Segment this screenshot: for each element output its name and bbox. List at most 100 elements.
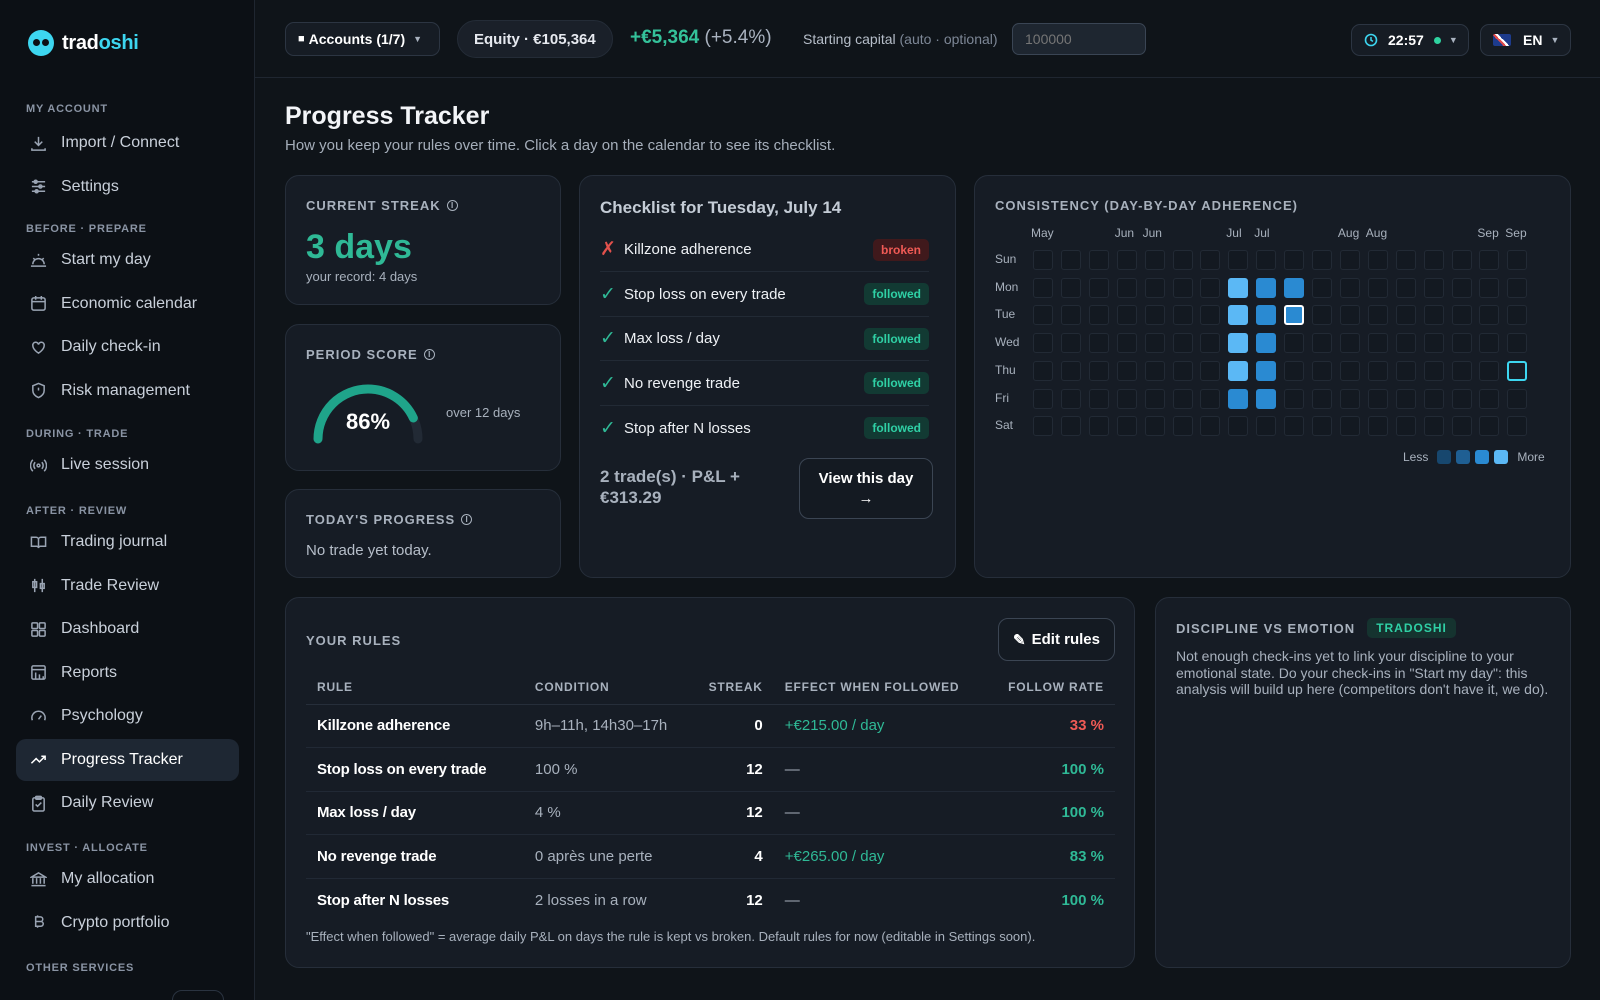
- heatmap-day-cell[interactable]: [1088, 250, 1109, 270]
- heatmap-day-cell[interactable]: [1423, 388, 1444, 409]
- heatmap-day-cell[interactable]: [1479, 416, 1500, 437]
- sidebar-item-live-session[interactable]: Live session: [16, 444, 239, 486]
- sidebar-item-import-connect[interactable]: Import / Connect: [16, 122, 239, 164]
- heatmap-day-cell[interactable]: [1479, 388, 1500, 409]
- heatmap-day-cell[interactable]: [1088, 333, 1109, 354]
- sidebar-item-daily-check-in[interactable]: Daily check-in: [16, 326, 239, 368]
- heatmap-day-cell[interactable]: [1256, 277, 1277, 298]
- heatmap-day-cell[interactable]: [1060, 250, 1081, 270]
- heatmap-day-cell[interactable]: [1144, 277, 1165, 298]
- heatmap-day-cell[interactable]: [1172, 388, 1193, 409]
- heatmap-day-cell[interactable]: [1339, 360, 1360, 381]
- heatmap-day-cell[interactable]: [1172, 360, 1193, 381]
- heatmap-day-cell[interactable]: [1451, 250, 1472, 270]
- heatmap-day-cell[interactable]: [1228, 360, 1249, 381]
- info-icon[interactable]: i: [461, 514, 473, 525]
- sidebar-item-risk-management[interactable]: Risk management: [16, 370, 239, 412]
- heatmap-day-cell[interactable]: [1060, 305, 1081, 326]
- heatmap-day-cell[interactable]: [1312, 277, 1332, 298]
- heatmap-day-cell[interactable]: [1479, 360, 1500, 381]
- heatmap-day-cell[interactable]: [1367, 277, 1388, 298]
- sidebar-item-trading-journal[interactable]: Trading journal: [16, 521, 239, 563]
- heatmap-day-cell[interactable]: [1312, 305, 1332, 326]
- heatmap-day-cell[interactable]: [1367, 416, 1388, 437]
- heatmap-day-cell[interactable]: [1033, 250, 1053, 270]
- heatmap-day-cell[interactable]: [1200, 333, 1221, 354]
- heatmap-day-cell[interactable]: [1479, 333, 1500, 354]
- heatmap-day-cell[interactable]: [1200, 277, 1221, 298]
- heatmap-day-cell[interactable]: [1312, 333, 1332, 354]
- heatmap-day-cell[interactable]: [1200, 416, 1221, 437]
- heatmap-day-cell[interactable]: [1507, 250, 1528, 270]
- heatmap-day-cell[interactable]: [1256, 360, 1277, 381]
- heatmap-day-cell[interactable]: [1507, 277, 1528, 298]
- sidebar-item-dashboard[interactable]: Dashboard: [16, 608, 239, 650]
- heatmap-day-cell[interactable]: [1256, 388, 1277, 409]
- heatmap-day-cell[interactable]: [1088, 388, 1109, 409]
- heatmap-day-cell[interactable]: [1200, 360, 1221, 381]
- heatmap-day-cell[interactable]: [1284, 333, 1305, 354]
- heatmap-day-cell[interactable]: [1395, 277, 1416, 298]
- heatmap-day-cell[interactable]: [1395, 250, 1416, 270]
- heatmap-day-cell[interactable]: [1284, 277, 1305, 298]
- heatmap-day-cell[interactable]: [1033, 360, 1053, 381]
- sidebar-item-economic-calendar[interactable]: Economic calendar: [16, 283, 239, 325]
- sidebar-item-settings[interactable]: Settings: [16, 166, 239, 208]
- heatmap-day-cell[interactable]: [1060, 388, 1081, 409]
- heatmap-day-cell[interactable]: [1367, 388, 1388, 409]
- heatmap-day-cell[interactable]: [1116, 277, 1137, 298]
- language-dropdown[interactable]: EN ▼: [1480, 24, 1571, 56]
- heatmap-day-cell[interactable]: [1116, 360, 1137, 381]
- table-row[interactable]: Stop loss on every trade 100 % 12—100 %: [306, 747, 1115, 792]
- heatmap-day-cell[interactable]: [1088, 277, 1109, 298]
- heatmap-day-cell[interactable]: [1395, 360, 1416, 381]
- app-logo[interactable]: tradoshi: [28, 30, 139, 56]
- heatmap-day-cell[interactable]: [1144, 250, 1165, 270]
- heatmap-day-cell[interactable]: [1060, 416, 1081, 437]
- heatmap-day-cell[interactable]: [1395, 305, 1416, 326]
- heatmap-day-cell[interactable]: [1228, 250, 1249, 270]
- heatmap-day-cell[interactable]: [1395, 388, 1416, 409]
- heatmap-day-cell[interactable]: [1451, 305, 1472, 326]
- sidebar-item-start-my-day[interactable]: Start my day: [16, 239, 239, 281]
- heatmap-day-cell[interactable]: [1312, 250, 1332, 270]
- view-this-day-button[interactable]: View this day →: [799, 458, 933, 519]
- heatmap-day-cell[interactable]: [1144, 305, 1165, 326]
- heatmap-day-cell[interactable]: [1451, 360, 1472, 381]
- heatmap-day-cell[interactable]: [1312, 388, 1332, 409]
- heatmap-day-cell[interactable]: [1423, 305, 1444, 326]
- heatmap-day-cell[interactable]: [1507, 360, 1528, 381]
- heatmap-day-cell[interactable]: [1339, 277, 1360, 298]
- heatmap-day-cell[interactable]: [1228, 333, 1249, 354]
- heatmap-day-cell[interactable]: [1116, 388, 1137, 409]
- heatmap-day-cell[interactable]: [1367, 305, 1388, 326]
- heatmap-day-cell[interactable]: [1367, 333, 1388, 354]
- heatmap-day-cell[interactable]: [1339, 416, 1360, 437]
- heatmap-day-cell[interactable]: [1228, 305, 1249, 326]
- heatmap-day-cell[interactable]: [1200, 250, 1221, 270]
- heatmap-day-cell[interactable]: [1088, 416, 1109, 437]
- table-row[interactable]: Stop after N losses 2 losses in a row 12 — 1…: [306, 878, 1115, 922]
- heatmap-day-cell[interactable]: [1144, 360, 1165, 381]
- heatmap-day-cell[interactable]: [1423, 416, 1444, 437]
- sidebar-item-psychology[interactable]: Psychology: [16, 695, 239, 737]
- heatmap-day-cell[interactable]: [1284, 388, 1305, 409]
- heatmap-day-cell[interactable]: [1339, 305, 1360, 326]
- heatmap-day-cell[interactable]: [1172, 416, 1193, 437]
- heatmap-day-cell[interactable]: [1200, 388, 1221, 409]
- heatmap-day-cell[interactable]: [1033, 388, 1053, 409]
- heatmap-day-cell[interactable]: [1060, 360, 1081, 381]
- heatmap-day-cell[interactable]: [1423, 277, 1444, 298]
- heatmap-day-cell[interactable]: [1144, 416, 1165, 437]
- sidebar-scroll-handle[interactable]: [172, 990, 224, 1000]
- heatmap-day-cell[interactable]: [1451, 333, 1472, 354]
- heatmap-day-cell[interactable]: [1395, 333, 1416, 354]
- heatmap-day-cell[interactable]: [1033, 416, 1053, 437]
- heatmap-day-cell[interactable]: [1228, 277, 1249, 298]
- starting-capital-input[interactable]: [1012, 23, 1146, 55]
- heatmap-day-cell[interactable]: [1144, 333, 1165, 354]
- heatmap-day-cell[interactable]: [1172, 250, 1193, 270]
- heatmap-day-cell[interactable]: [1507, 333, 1528, 354]
- heatmap-day-cell[interactable]: [1339, 388, 1360, 409]
- heatmap-day-cell[interactable]: [1479, 250, 1500, 270]
